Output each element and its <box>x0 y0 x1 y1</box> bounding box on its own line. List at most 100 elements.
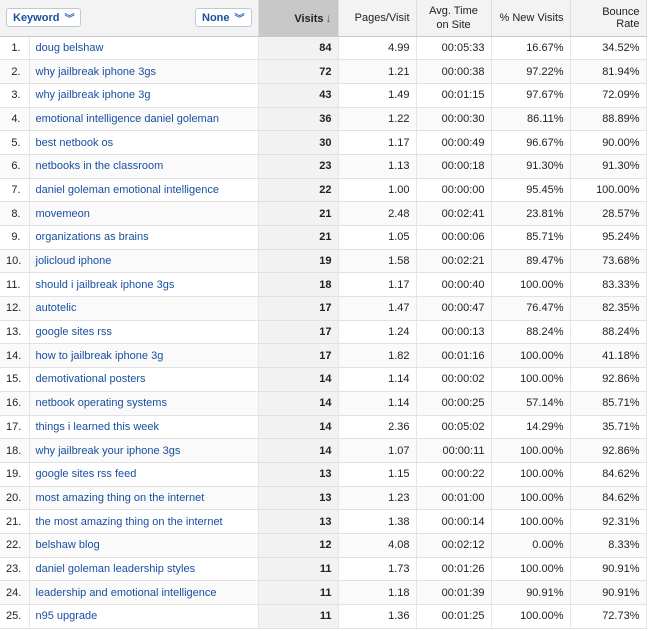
avg-time-cell: 00:01:39 <box>416 580 492 605</box>
row-index: 12. <box>0 296 30 321</box>
keyword-link[interactable]: google sites rss feed <box>29 462 259 487</box>
column-header-avg-time[interactable]: Avg. Time on Site <box>416 0 492 37</box>
new-visits-cell: 76.47% <box>491 296 571 321</box>
keyword-link[interactable]: why jailbreak iphone 3g <box>29 83 259 108</box>
keyword-link[interactable]: netbook operating systems <box>29 391 259 416</box>
pages-per-visit-cell: 1.22 <box>338 107 417 132</box>
visits-cell: 11 <box>258 580 339 605</box>
table-row: 12. autotelic 17 1.47 00:00:47 76.47% 82.35% <box>0 296 647 321</box>
column-header-pages-visit[interactable]: Pages/Visit <box>338 0 417 37</box>
table-row: 2. why jailbreak iphone 3gs 72 1.21 00:00:38… <box>0 59 647 84</box>
pages-per-visit-cell: 1.17 <box>338 130 417 155</box>
keyword-link[interactable]: organizations as brains <box>29 225 259 250</box>
bounce-rate-cell: 90.91% <box>570 557 647 582</box>
visits-cell: 11 <box>258 604 339 629</box>
pages-per-visit-cell: 1.38 <box>338 509 417 534</box>
keyword-link[interactable]: why jailbreak your iphone 3gs <box>29 438 259 463</box>
visits-cell: 14 <box>258 391 339 416</box>
keyword-link[interactable]: movemeon <box>29 201 259 226</box>
row-index: 5. <box>0 130 30 155</box>
keyword-link[interactable]: google sites rss <box>29 320 259 345</box>
primary-dimension-dropdown[interactable]: Keyword ︾ <box>6 8 82 28</box>
table-row: 9. organizations as brains 21 1.05 00:00:06 8… <box>0 225 647 250</box>
keyword-link[interactable]: most amazing thing on the internet <box>29 486 259 511</box>
visits-cell: 23 <box>258 154 339 179</box>
bounce-rate-cell: 90.00% <box>570 130 647 155</box>
avg-time-cell: 00:00:22 <box>416 462 492 487</box>
avg-time-cell: 00:00:00 <box>416 178 492 203</box>
bounce-rate-cell: 81.94% <box>570 59 647 84</box>
avg-time-cell: 00:00:06 <box>416 225 492 250</box>
visits-cell: 13 <box>258 486 339 511</box>
new-visits-cell: 100.00% <box>491 486 571 511</box>
new-visits-cell: 100.00% <box>491 509 571 534</box>
keyword-link[interactable]: doug belshaw <box>29 36 259 61</box>
keyword-link[interactable]: the most amazing thing on the internet <box>29 509 259 534</box>
new-visits-cell: 100.00% <box>491 343 571 369</box>
table-row: 21. the most amazing thing on the interne… <box>0 509 647 534</box>
keyword-link[interactable]: daniel goleman leadership styles <box>29 557 259 582</box>
pages-per-visit-cell: 1.14 <box>338 367 417 392</box>
avg-time-cell: 00:00:02 <box>416 367 492 392</box>
bounce-rate-cell: 84.62% <box>570 486 647 511</box>
row-index: 6. <box>0 154 30 179</box>
column-header-label: Avg. Time on Site <box>429 4 478 31</box>
pages-per-visit-cell: 1.82 <box>338 343 417 369</box>
keyword-link[interactable]: autotelic <box>29 296 259 321</box>
new-visits-cell: 57.14% <box>491 391 571 416</box>
new-visits-cell: 100.00% <box>491 604 571 629</box>
new-visits-cell: 91.30% <box>491 154 571 179</box>
keyword-link[interactable]: things i learned this week <box>29 415 259 440</box>
dimension-header: Keyword ︾ None ︾ <box>0 0 259 37</box>
row-index: 23. <box>0 557 30 582</box>
avg-time-cell: 00:02:41 <box>416 201 492 226</box>
table-row: 15. demotivational posters 14 1.14 00:00:02 1… <box>0 367 647 392</box>
visits-cell: 14 <box>258 367 339 392</box>
table-row: 10. jolicloud iphone 19 1.58 00:02:21 89.47% 7… <box>0 249 647 274</box>
table-row: 1. doug belshaw 84 4.99 00:05:33 16.67% 34.52% <box>0 36 647 61</box>
keyword-link[interactable]: n95 upgrade <box>29 604 259 629</box>
row-index: 13. <box>0 320 30 345</box>
keyword-link[interactable]: should i jailbreak iphone 3gs <box>29 272 259 298</box>
keyword-link[interactable]: emotional intelligence daniel goleman <box>29 107 259 132</box>
new-visits-cell: 100.00% <box>491 272 571 298</box>
pages-per-visit-cell: 1.13 <box>338 154 417 179</box>
avg-time-cell: 00:01:25 <box>416 604 492 629</box>
secondary-dimension-dropdown[interactable]: None ︾ <box>195 8 252 28</box>
row-index: 15. <box>0 367 30 392</box>
row-index: 11. <box>0 272 30 298</box>
visits-cell: 36 <box>258 107 339 132</box>
column-header-visits-label: Visits <box>294 12 324 25</box>
keyword-link[interactable]: demotivational posters <box>29 367 259 392</box>
keyword-link[interactable]: leadership and emotional intelligence <box>29 580 259 605</box>
column-header-new-visits[interactable]: % New Visits <box>491 0 571 37</box>
pages-per-visit-cell: 4.99 <box>338 36 417 61</box>
table-row: 22. belshaw blog 12 4.08 00:02:12 0.00% 8.33% <box>0 533 647 558</box>
new-visits-cell: 97.22% <box>491 59 571 84</box>
keyword-link[interactable]: how to jailbreak iphone 3g <box>29 343 259 369</box>
keyword-link[interactable]: daniel goleman emotional intelligence <box>29 178 259 203</box>
keyword-link[interactable]: belshaw blog <box>29 533 259 558</box>
row-index: 25. <box>0 604 30 629</box>
column-header-bounce-rate[interactable]: Bounce Rate <box>570 0 647 37</box>
avg-time-cell: 00:00:30 <box>416 107 492 132</box>
keyword-link[interactable]: why jailbreak iphone 3gs <box>29 59 259 84</box>
keyword-link[interactable]: best netbook os <box>29 130 259 155</box>
pages-per-visit-cell: 2.36 <box>338 415 417 440</box>
table-row: 20. most amazing thing on the internet 13 1… <box>0 486 647 511</box>
bounce-rate-cell: 41.18% <box>570 343 647 369</box>
keyword-link[interactable]: jolicloud iphone <box>29 249 259 274</box>
pages-per-visit-cell: 2.48 <box>338 201 417 226</box>
row-index: 16. <box>0 391 30 416</box>
pages-per-visit-cell: 1.14 <box>338 391 417 416</box>
row-index: 14. <box>0 343 30 369</box>
column-header-visits[interactable]: Visits ↓ <box>258 0 339 37</box>
table-row: 6. netbooks in the classroom 23 1.13 00:00:1… <box>0 154 647 179</box>
visits-cell: 19 <box>258 249 339 274</box>
visits-cell: 14 <box>258 415 339 440</box>
row-index: 4. <box>0 107 30 132</box>
bounce-rate-cell: 85.71% <box>570 391 647 416</box>
bounce-rate-cell: 35.71% <box>570 415 647 440</box>
keyword-link[interactable]: netbooks in the classroom <box>29 154 259 179</box>
visits-cell: 22 <box>258 178 339 203</box>
